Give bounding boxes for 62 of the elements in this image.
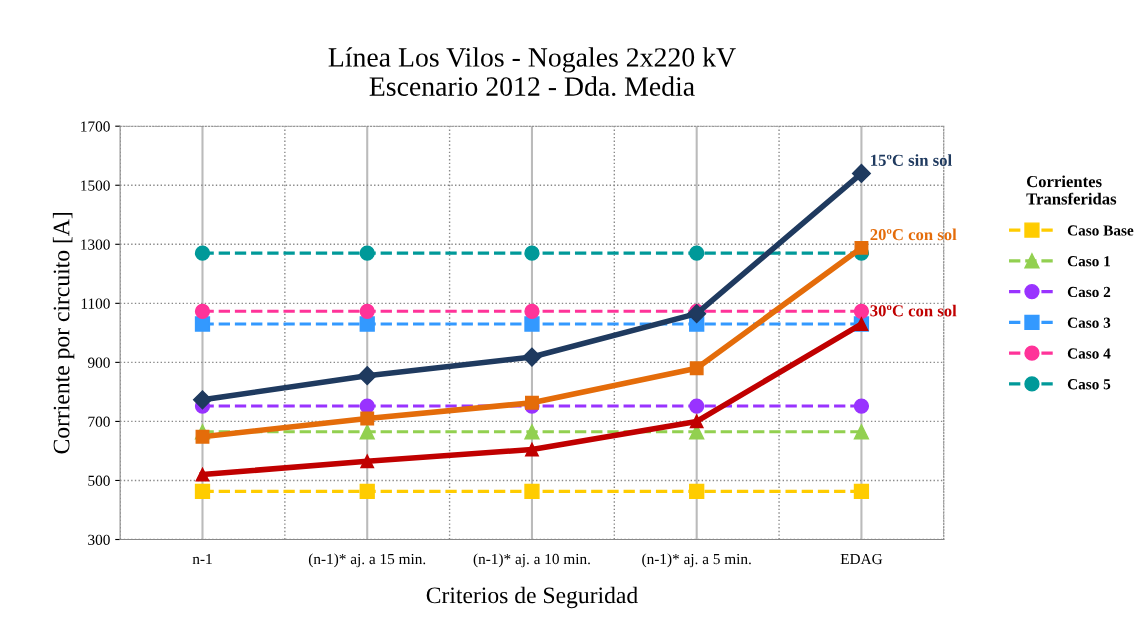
x-tick-label: n-1 — [192, 553, 212, 564]
point — [853, 424, 870, 440]
y-axis-title: Corriente por circuito [A] — [52, 212, 75, 454]
point — [192, 390, 213, 410]
point — [522, 347, 542, 367]
point — [851, 163, 871, 183]
point — [524, 316, 540, 332]
y-tick-label: 700 — [88, 416, 110, 427]
point — [524, 424, 540, 440]
y-tick-label: 900 — [87, 357, 110, 368]
point — [689, 361, 704, 376]
point — [853, 398, 870, 414]
point — [524, 483, 540, 500]
point — [689, 414, 704, 429]
y-tick-label: 1300 — [81, 239, 110, 250]
point — [357, 366, 377, 386]
point — [853, 303, 870, 319]
legend-title: Corrientes Transferidas — [1026, 175, 1117, 205]
series-label: 30ºC con sol — [870, 304, 957, 317]
legend-label: Caso Base — [1067, 225, 1134, 236]
point — [689, 398, 705, 414]
x-axis-title: Criterios de Seguridad — [426, 586, 638, 609]
y-tick-label: 1700 — [81, 121, 110, 132]
y-tick-label: 300 — [88, 534, 110, 545]
point — [853, 483, 870, 500]
point — [854, 240, 869, 255]
chart-title: Línea Los Vilos - Nogales 2x220 kV Escenario 2012 - Dda. Media — [328, 47, 736, 97]
legend-label: Caso 2 — [1067, 286, 1111, 298]
series-label: 20ºC con sol — [870, 228, 957, 241]
legend-label: Caso 5 — [1067, 379, 1111, 390]
y-tick-label: 500 — [88, 475, 110, 486]
point — [195, 467, 210, 482]
point — [359, 303, 375, 319]
x-tick-label: (n-1)* aj. a 15 min. — [308, 553, 426, 568]
point — [194, 303, 211, 319]
legend-label: Caso 4 — [1067, 348, 1111, 359]
point — [359, 245, 375, 261]
legend-label: Caso 3 — [1067, 317, 1111, 328]
point — [359, 316, 375, 332]
y-tick-label: 1500 — [81, 180, 110, 191]
legend-label: Caso 1 — [1067, 256, 1111, 267]
x-tick-label: (n-1)* aj. a 10 min. — [473, 553, 590, 568]
point — [195, 429, 210, 444]
point — [360, 411, 375, 426]
point — [687, 304, 707, 324]
x-tick-label: (n-1)* aj. a 5 min. — [642, 553, 751, 568]
point — [194, 316, 211, 332]
point — [359, 398, 375, 414]
point — [689, 483, 705, 500]
point — [524, 303, 540, 319]
point — [525, 442, 539, 457]
y-tick-label: 1100 — [81, 298, 110, 309]
point — [359, 483, 375, 500]
point — [194, 245, 211, 261]
series-label: 15ºC sin sol — [871, 154, 952, 166]
point — [524, 245, 540, 261]
point — [689, 245, 705, 261]
point — [360, 454, 375, 469]
point — [194, 483, 211, 500]
x-tick-label: EDAG — [840, 553, 883, 565]
point — [359, 424, 375, 440]
point — [525, 395, 539, 410]
